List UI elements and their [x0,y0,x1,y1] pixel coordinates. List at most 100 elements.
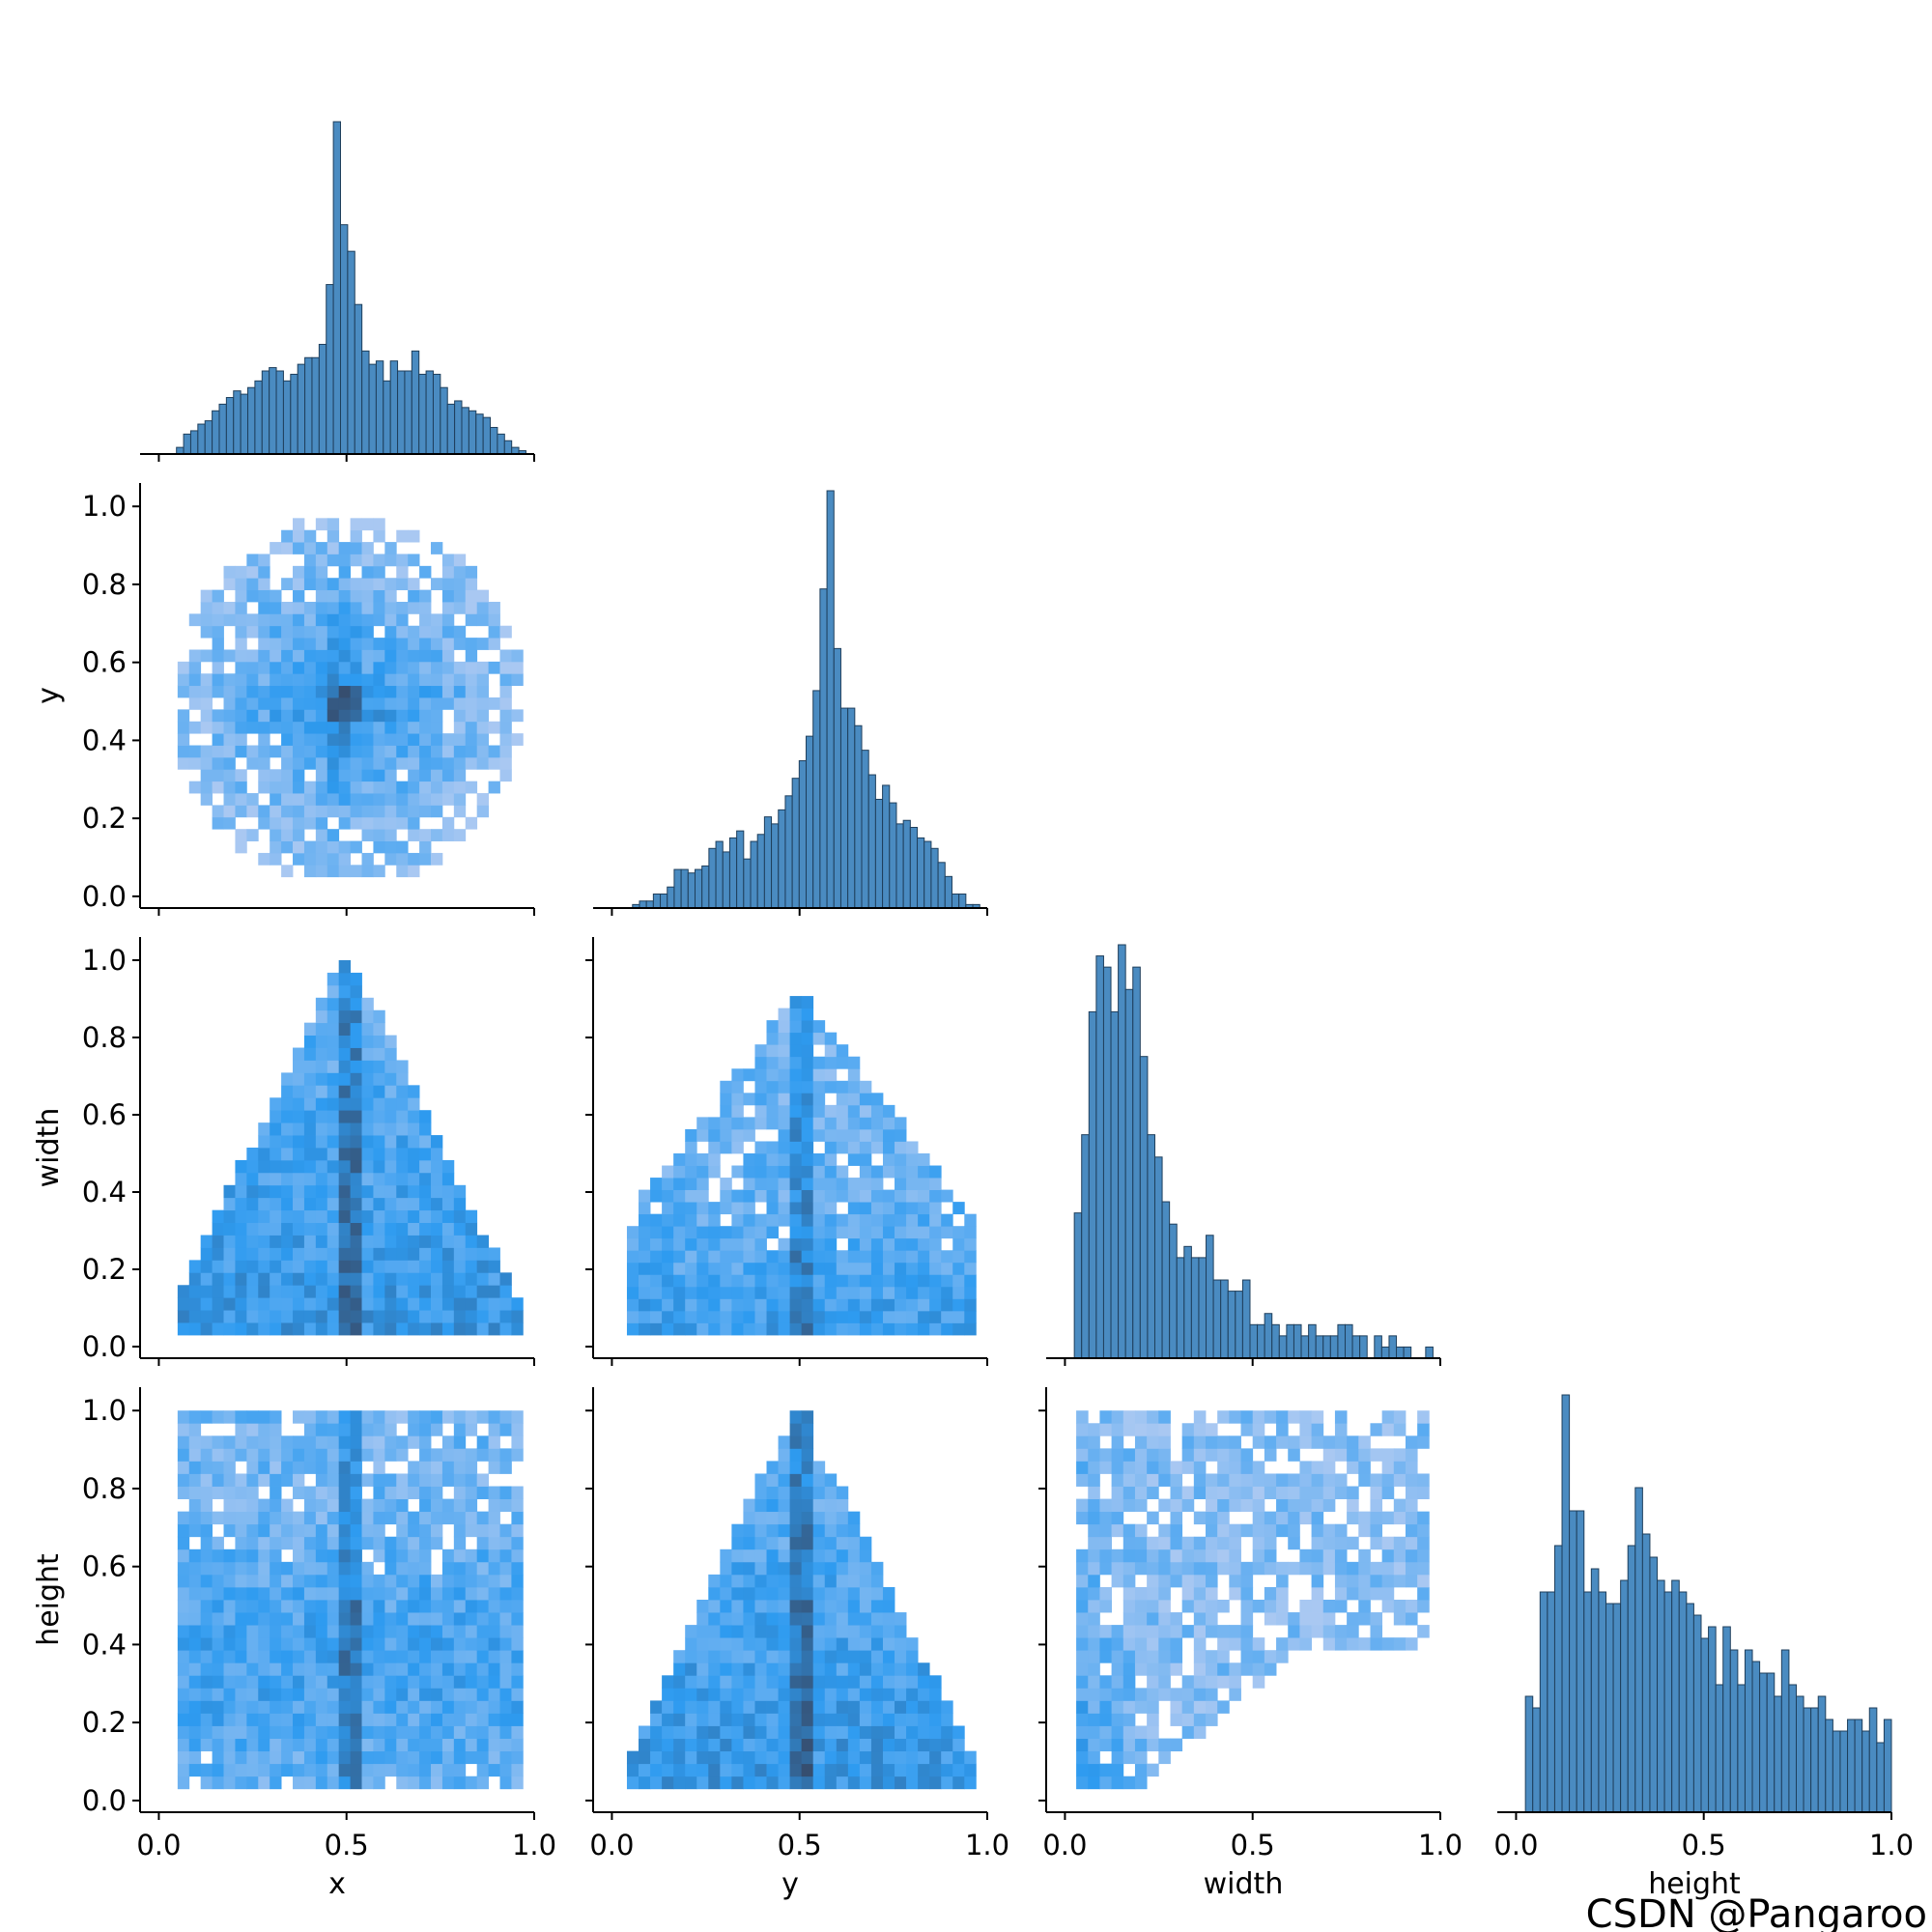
heat-cell [708,1141,721,1154]
heat-cell [270,1209,282,1223]
heat-cell [361,1159,374,1174]
heat-cell [246,721,259,734]
heat-cell [361,1637,374,1651]
heat-cell [1099,1536,1113,1550]
heat-cell [270,745,282,758]
heat-cell [453,829,467,841]
heat-cell [766,1763,779,1777]
heat-cell [384,1222,397,1236]
heat-cell [1088,1776,1100,1790]
heat-cell [1181,1600,1195,1613]
heat-cell [824,1662,838,1676]
heat-cell [338,1650,351,1663]
heat-cell [708,1713,721,1726]
heat-cell [258,673,270,687]
heat-cell [293,1776,305,1790]
heat-cell [639,1274,651,1288]
hist-bar [1183,1245,1192,1359]
heat-cell [350,1184,362,1199]
heat-cell [476,745,489,758]
heat-cell [361,1423,374,1436]
y-tick-label: 0.6 [82,1098,127,1131]
heat-cell [731,1662,744,1676]
heat-cell [177,1650,190,1663]
heat-cell [743,1688,755,1701]
heat-cell [235,685,247,698]
heat-cell [859,1650,872,1663]
heat-cell [870,1637,884,1651]
heat-cell [408,816,420,830]
heat-cell [315,1110,328,1123]
heat-cell [177,1561,190,1576]
heat-cell [246,1523,259,1538]
heat-cell [419,589,432,603]
heat-cell [223,781,236,794]
heat-cell [338,1172,351,1186]
hist-bar [839,707,849,909]
hist-bar [1322,1335,1331,1359]
heat-cell [1393,1536,1406,1550]
heat-cell [882,1153,895,1166]
heat-cell [952,1738,965,1752]
heat-cell [731,1104,744,1118]
heat-cell [754,1574,767,1588]
heat-cell [453,1410,467,1424]
heat-cell [1311,1410,1324,1424]
heat-cell [315,518,328,531]
heat-cell [338,542,351,554]
hist-bar [1102,966,1112,1359]
heat-cell [1193,1536,1207,1550]
heat-cell [235,1498,247,1513]
heat-cell [408,793,420,806]
heat-cell [870,1600,884,1613]
heat-cell [246,829,259,841]
heat-cell [350,1222,362,1236]
heat-cell [419,613,432,627]
heat-cell [918,1165,930,1179]
heat-cell [964,1750,977,1765]
heat-cell [847,1675,861,1689]
hist-bar [490,426,498,455]
heat-cell [1288,1625,1300,1638]
heat-cell [293,1272,305,1286]
heat-cell [906,1650,919,1663]
heat-cell [731,1713,744,1726]
heat-cell [361,1297,374,1311]
heat-cell [431,1260,443,1273]
heat-cell [708,1750,721,1765]
heat-cell [338,1725,351,1739]
heat-cell [373,1297,385,1311]
heat-cell [754,1486,767,1499]
heat-cell [1393,1473,1406,1487]
heat-cell [281,1148,294,1161]
heat-cell [419,1172,432,1186]
hist-bar [1780,1649,1790,1813]
heat-cell [754,1044,767,1058]
heat-cell [258,1322,270,1336]
heat-cell [223,1410,236,1424]
heat-cell [859,1675,872,1689]
heat-cell [511,1548,524,1563]
heat-cell [766,1461,779,1474]
heat-cell [327,781,340,794]
heat-cell [1358,1461,1371,1474]
heat-cell [720,1675,732,1689]
heat-cell [373,1060,385,1073]
heat-cell [396,1763,409,1777]
hist-bar [1692,1614,1702,1813]
heat-cell [408,1776,420,1790]
hist-bar [722,851,730,909]
heat-cell [1147,1461,1159,1474]
heat-cell [1134,1410,1148,1424]
heat-cell [1076,1625,1089,1638]
heat-cell [1405,1637,1418,1651]
heat-cell [766,1700,779,1714]
heat-cell [315,1235,328,1248]
heat-cell [419,1473,432,1487]
heat-cell [281,721,294,734]
heat-cell [801,1226,814,1239]
hist-bar [1359,1335,1368,1359]
heat-cell [465,661,478,674]
heat-cell [1181,1498,1195,1513]
heat-cell [246,1586,259,1601]
